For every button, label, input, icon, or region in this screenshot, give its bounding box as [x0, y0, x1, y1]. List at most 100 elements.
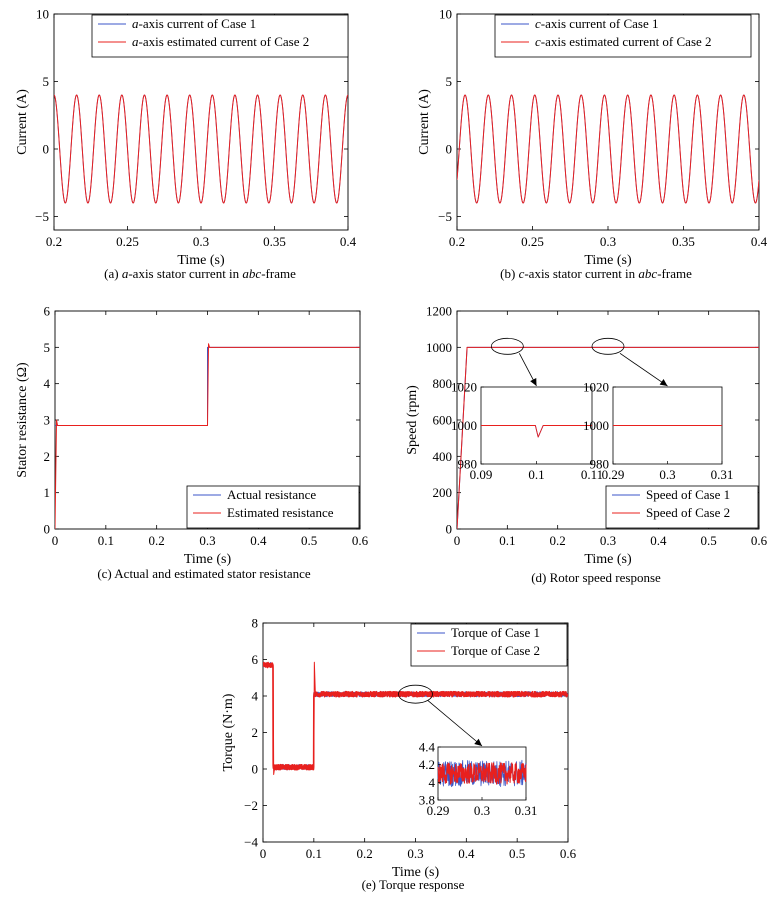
inset-y-tick-label: 980 — [590, 457, 610, 472]
inset-y-tick-label: 4.2 — [419, 757, 435, 772]
y-axis-label: Torque (N·m) — [221, 693, 236, 771]
inset-y-tick-label: 1020 — [583, 380, 609, 395]
inset-x-tick-label: 0.31 — [711, 467, 734, 482]
zoom-arrowhead — [659, 379, 668, 386]
inset-x-tick-label: 0.29 — [427, 803, 450, 818]
caption: (c) Actual and estimated stator resistan… — [97, 566, 311, 581]
legend-label: Speed of Case 2 — [646, 505, 730, 520]
chart-torque: 0 0.1 0.2 0.3 0.4 0.5 0.6 −4 −2 0 2 4 6 8 Time (s) Torq… — [221, 616, 577, 893]
x-tick-label: 0 — [454, 533, 461, 548]
chart-c-axis-current: 0.2 0.25 0.3 0.35 0.4 −5 0 5 10 Time (s) Current (… — [417, 7, 768, 282]
x-tick-label: 0.3 — [193, 234, 209, 249]
series-line-2 — [55, 343, 360, 529]
y-tick-label: 2 — [252, 725, 259, 740]
y-axis-label: Current (A) — [417, 89, 432, 155]
inset-chart: 0.09 0.1 0.11 980 1000 1020 — [451, 380, 603, 483]
inset-y-tick-label: 1020 — [451, 380, 477, 395]
x-tick-label: 0.35 — [672, 234, 695, 249]
inset-y-tick-label: 3.8 — [419, 793, 435, 808]
x-axis-label: Time (s) — [584, 253, 632, 268]
legend-box — [186, 485, 360, 529]
x-tick-label: 0.6 — [751, 533, 768, 548]
y-tick-label: 10 — [36, 7, 49, 22]
zoom-ellipse — [591, 337, 625, 355]
chart-rotor-speed: 0 0.1 0.2 0.3 0.4 0.5 0.6 0 200 400 600 800 1000 1200… — [405, 304, 768, 586]
y-tick-label: 200 — [433, 485, 453, 500]
y-tick-label: −5 — [438, 209, 452, 224]
series-line-2 — [457, 94, 759, 204]
inset-x-tick-label: 0.09 — [470, 467, 493, 482]
x-tick-label: 0.2 — [357, 846, 373, 861]
legend-box — [91, 14, 349, 58]
legend-label: c-axis estimated current of Case 2 — [535, 34, 712, 49]
x-tick-label: 0.4 — [250, 533, 267, 548]
x-tick-label: 0 — [260, 846, 267, 861]
legend-label: Speed of Case 1 — [646, 487, 730, 502]
legend-label: c-axis current of Case 1 — [535, 16, 658, 31]
legend-label: a-axis current of Case 1 — [132, 16, 256, 31]
legend-label: Actual resistance — [227, 487, 316, 502]
x-tick-label: 0.4 — [650, 533, 667, 548]
x-tick-label: 0.5 — [701, 533, 717, 548]
x-tick-label: 0.4 — [340, 234, 357, 249]
chart-stator-resistance: 0 0.1 0.2 0.3 0.4 0.5 0.6 0 1 2 3 4 5 6 Time (s) Stator… — [15, 304, 369, 582]
y-tick-label: 0 — [446, 522, 453, 537]
y-axis-label: Current (A) — [15, 89, 30, 155]
y-tick-label: 0 — [43, 142, 50, 157]
inset-x-tick-label: 0.3 — [474, 803, 490, 818]
x-tick-label: 0.3 — [199, 533, 215, 548]
chart-a-axis-current: 0.2 0.25 0.3 0.35 0.4 −5 0 5 10 Time (s) Current (… — [15, 7, 357, 282]
x-tick-label: 0.2 — [550, 533, 566, 548]
y-tick-label: 5 — [446, 74, 453, 89]
y-tick-label: 400 — [433, 449, 453, 464]
x-tick-label: 0.4 — [751, 234, 768, 249]
x-tick-label: 0.3 — [600, 234, 616, 249]
y-tick-label: 0 — [44, 522, 51, 537]
y-tick-label: 800 — [433, 376, 453, 391]
caption: (d) Rotor speed response — [531, 570, 661, 585]
y-tick-label: 5 — [43, 74, 50, 89]
x-axis-label: Time (s) — [584, 552, 632, 567]
x-tick-label: 0.5 — [509, 846, 525, 861]
y-tick-label: 6 — [44, 304, 51, 319]
y-tick-label: −5 — [35, 209, 49, 224]
inset-x-tick-label: 0.29 — [602, 467, 625, 482]
zoom-arrow — [619, 353, 668, 387]
x-tick-label: 0.6 — [352, 533, 369, 548]
inset-x-tick-label: 0.1 — [528, 467, 544, 482]
inset-y-tick-label: 1000 — [583, 418, 609, 433]
y-tick-label: 8 — [252, 616, 259, 631]
inset-y-tick-label: 4.4 — [419, 740, 436, 755]
x-tick-label: 0.3 — [407, 846, 423, 861]
inset-x-tick-label: 0.11 — [581, 467, 603, 482]
y-tick-label: 0 — [446, 142, 453, 157]
y-tick-label: −2 — [244, 798, 258, 813]
y-tick-label: −4 — [244, 835, 258, 850]
x-tick-label: 0.4 — [458, 846, 475, 861]
y-tick-label: 5 — [44, 340, 51, 355]
x-tick-label: 0.3 — [600, 533, 616, 548]
y-tick-label: 4 — [252, 689, 259, 704]
zoom-arrow — [427, 699, 483, 747]
series-line-1 — [457, 94, 759, 204]
y-tick-label: 10 — [439, 7, 452, 22]
x-tick-label: 0.2 — [149, 533, 165, 548]
x-tick-label: 0.5 — [301, 533, 317, 548]
y-tick-label: 3 — [44, 413, 51, 428]
legend-box — [605, 485, 759, 529]
inset-y-tick-label: 980 — [458, 457, 478, 472]
x-axis-label: Time (s) — [184, 552, 232, 567]
x-tick-label: 0 — [52, 533, 59, 548]
series-line-2 — [54, 94, 348, 204]
inset-x-tick-label: 0.3 — [659, 467, 675, 482]
y-tick-label: 6 — [252, 652, 259, 667]
y-tick-label: 4 — [44, 376, 51, 391]
legend-label: a-axis estimated current of Case 2 — [132, 34, 309, 49]
y-tick-label: 1200 — [426, 304, 452, 319]
inset-y-tick-label: 1000 — [451, 418, 477, 433]
x-tick-label: 0.35 — [263, 234, 286, 249]
legend-label: Torque of Case 2 — [451, 643, 540, 658]
x-tick-label: 0.1 — [306, 846, 322, 861]
zoom-ellipse — [398, 684, 433, 704]
